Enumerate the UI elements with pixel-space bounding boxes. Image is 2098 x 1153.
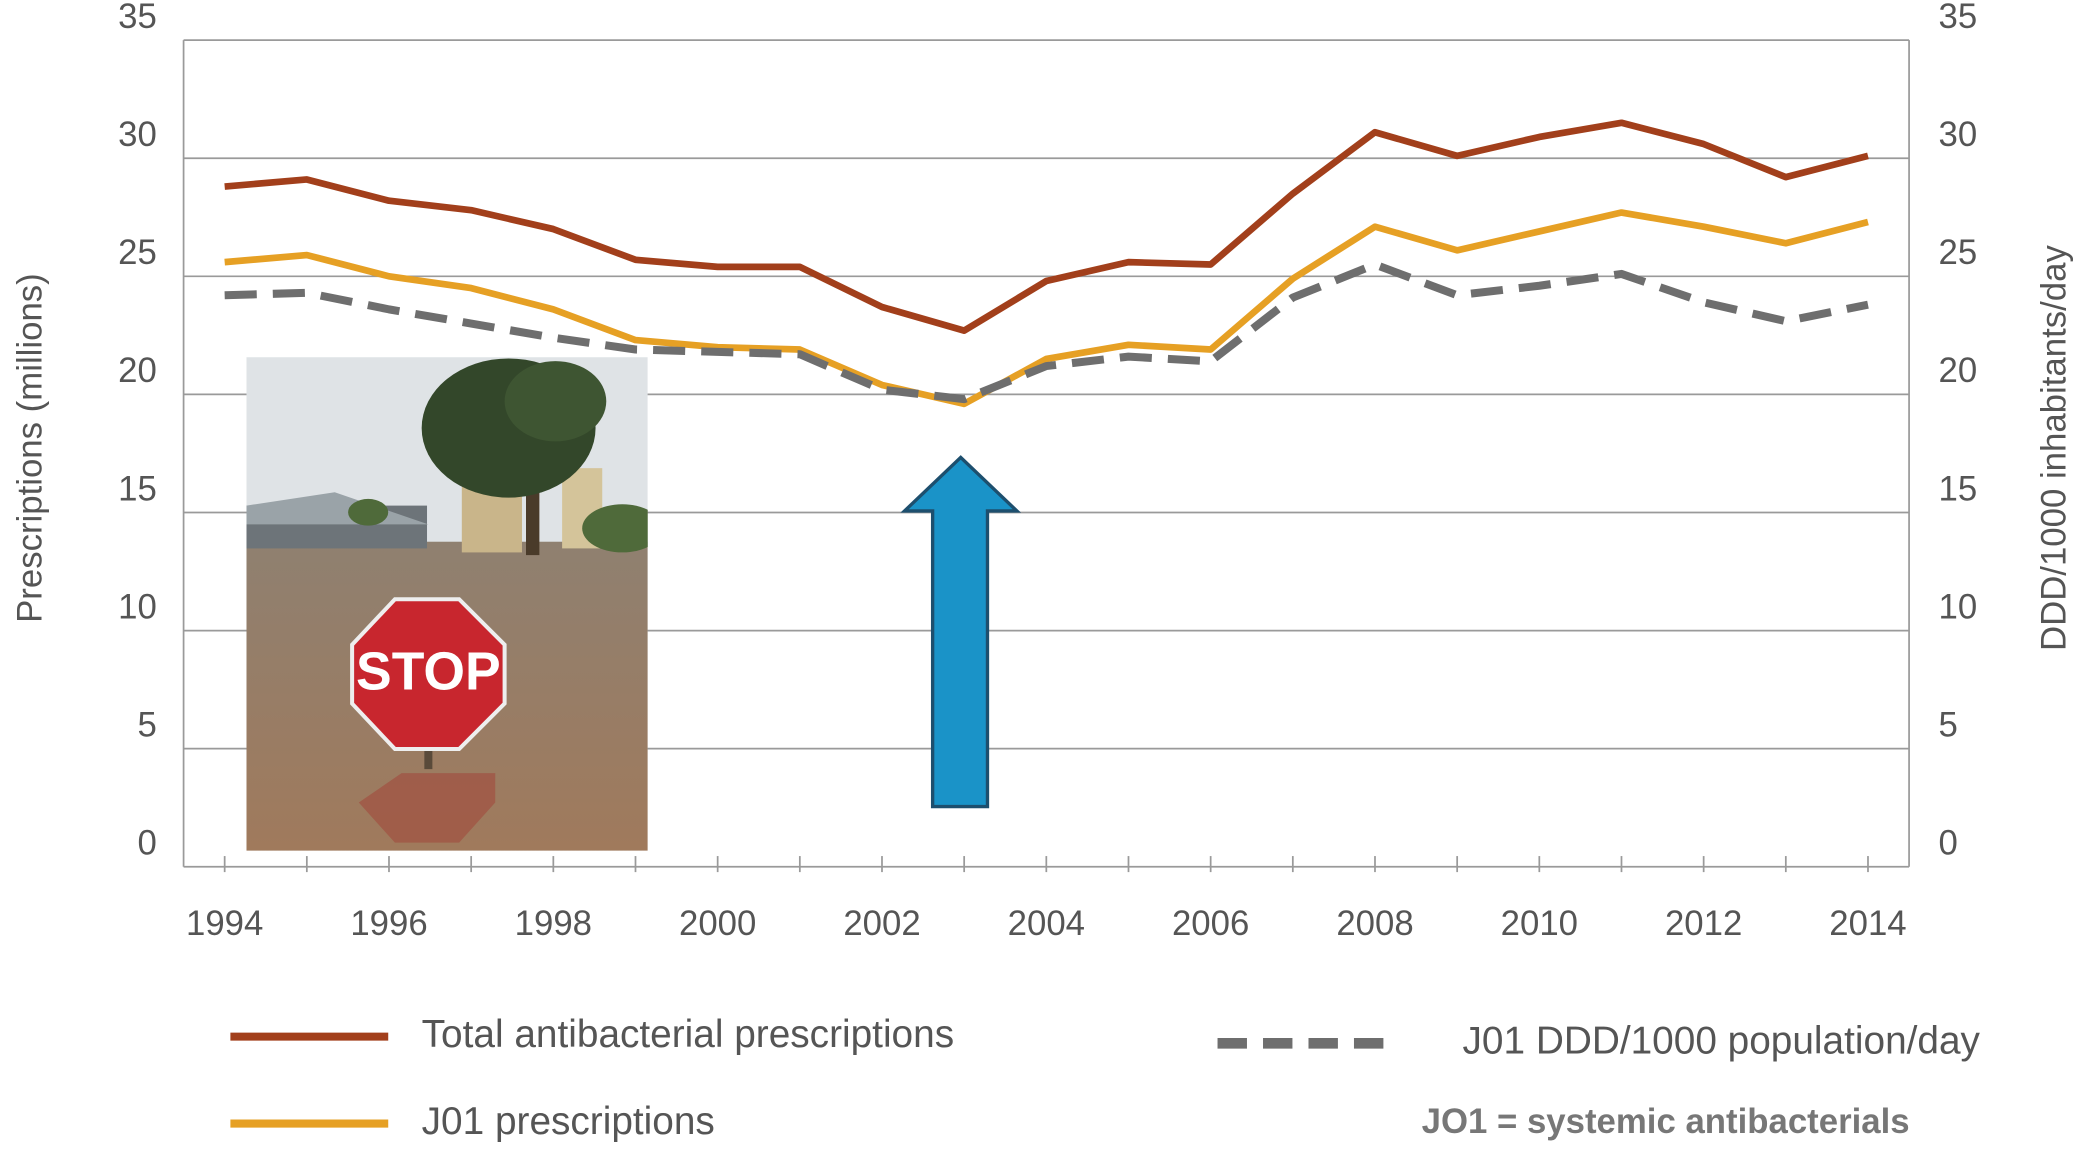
x-tick-label: 2002 (843, 905, 920, 943)
x-tick-label: 1994 (186, 905, 263, 943)
y-tick-label: 35 (118, 0, 157, 36)
y-tick-label: 15 (118, 470, 157, 508)
y2-tick-label: 35 (1938, 0, 1977, 36)
y2-tick-label: 20 (1938, 352, 1977, 390)
x-tick-label: 1996 (350, 905, 427, 943)
y-axis-title: Prescriptions (millions) (12, 273, 50, 623)
page: {"chart_data": {"type": "line", "y_label… (0, 0, 2098, 1153)
y2-tick-label: 5 (1938, 706, 1957, 744)
y-tick-label: 30 (118, 116, 157, 154)
sign-text: STOP (356, 643, 501, 702)
y-tick-label: 10 (118, 588, 157, 626)
x-tick-label: 2014 (1829, 905, 1906, 943)
x-tick-label: 2000 (679, 905, 756, 943)
y2-tick-label: 25 (1938, 234, 1977, 272)
y-tick-label: 20 (118, 352, 157, 390)
y-tick-label: 0 (137, 825, 156, 863)
legend-label: J01 prescriptions (422, 1100, 715, 1143)
x-tick-label: 2010 (1501, 905, 1578, 943)
x-tick-label: 1998 (515, 905, 592, 943)
inset-photo (246, 357, 662, 851)
y2-tick-label: 15 (1938, 470, 1977, 508)
x-tick-label: 2004 (1008, 905, 1085, 943)
arrow (905, 457, 1017, 806)
y-tick-label: 5 (137, 706, 156, 744)
legend-label: Total antibacterial prescriptions (422, 1013, 954, 1056)
y2-tick-label: 0 (1938, 825, 1957, 863)
legend-label: J01 DDD/1000 population/day (1463, 1020, 1981, 1063)
x-tick-label: 2008 (1336, 905, 1413, 943)
y2-tick-label: 10 (1938, 588, 1977, 626)
x-tick-label: 2012 (1665, 905, 1742, 943)
y-tick-label: 25 (118, 234, 157, 272)
x-tick-label: 2006 (1172, 905, 1249, 943)
y2-tick-label: 30 (1938, 116, 1977, 154)
y2-axis-title: DDD/1000 inhabitants/day (2035, 245, 2073, 651)
annotation: JO1 = systemic antibacterials (1422, 1103, 1910, 1141)
chart: Prescriptions (millions) DDD/1000 inhabi… (0, 0, 2098, 1153)
series-line (225, 123, 1868, 331)
